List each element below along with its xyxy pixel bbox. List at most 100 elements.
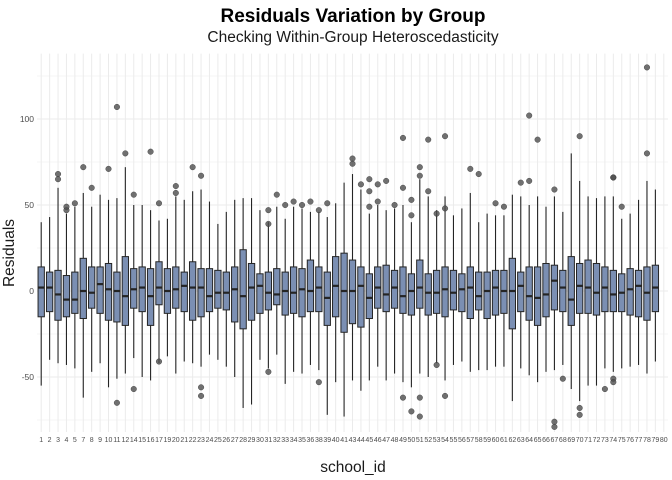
box	[289, 266, 298, 314]
outlier-point	[155, 358, 162, 365]
box-group	[508, 194, 517, 402]
x-tick-label: 38	[315, 437, 323, 444]
x-tick-label: 46	[374, 437, 382, 444]
outlier-point	[198, 172, 205, 179]
x-tick-label: 60	[492, 437, 500, 444]
box-group	[584, 196, 592, 386]
x-tick-label: 30	[256, 437, 264, 444]
outlier-point	[399, 184, 406, 191]
y-axis-title: Residuals	[1, 219, 18, 287]
outlier-point	[349, 155, 356, 162]
outlier-point	[559, 375, 566, 382]
x-tick-label: 66	[542, 437, 550, 444]
outlier-point	[265, 368, 272, 375]
outlier-point	[442, 392, 449, 399]
box	[222, 271, 230, 311]
box-group	[634, 199, 643, 365]
x-tick-label: 80	[660, 437, 668, 444]
outlier-point	[265, 207, 272, 214]
x-tick-label: 31	[264, 437, 272, 444]
box-group	[188, 164, 197, 364]
outlier-point	[374, 181, 381, 188]
box	[306, 259, 315, 313]
box-group	[592, 198, 601, 386]
outlier-point	[399, 134, 406, 141]
box-group	[643, 64, 651, 374]
box-group	[365, 176, 373, 381]
box	[96, 266, 104, 314]
box-group	[180, 199, 188, 362]
x-tick-label: 72	[593, 437, 601, 444]
box	[416, 259, 424, 309]
x-tick-label: 24	[206, 437, 214, 444]
x-tick-label: 51	[416, 437, 424, 444]
box	[188, 261, 197, 321]
x-tick-labels: 1 2 3 4 5 7 8 9 10 11 12 14 15 16 17 19 20 21 22 23 24 25 26 27…	[39, 437, 668, 444]
x-tick-label: 52	[424, 437, 432, 444]
box-group	[609, 174, 617, 386]
x-tick-label: 25	[214, 437, 222, 444]
x-axis-title: school_id	[320, 459, 386, 476]
x-tick-label: 10	[105, 437, 113, 444]
x-tick-label: 27	[231, 437, 239, 444]
box-group	[231, 199, 239, 377]
x-tick-label: 20	[172, 437, 180, 444]
box	[609, 269, 617, 313]
outlier-point	[366, 176, 373, 183]
outlier-point	[433, 210, 440, 217]
outlier-point	[374, 198, 381, 205]
x-tick-label: 48	[391, 437, 399, 444]
chart-subtitle: Checking Within-Group Heteroscedasticity	[207, 29, 498, 46]
x-tick-label: 62	[508, 437, 516, 444]
box-group	[121, 150, 129, 374]
box-group	[138, 205, 146, 377]
x-tick-label: 67	[551, 437, 559, 444]
box	[466, 266, 474, 320]
outlier-point	[122, 150, 129, 157]
box	[508, 257, 517, 330]
box-group	[399, 134, 407, 401]
box-group	[256, 210, 264, 360]
box-group	[155, 200, 163, 365]
box-group	[416, 164, 424, 420]
box	[197, 268, 205, 318]
box	[298, 268, 306, 318]
outlier-point	[391, 201, 398, 208]
outlier-point	[80, 164, 87, 171]
outlier-point	[551, 418, 558, 425]
box	[441, 266, 449, 318]
outlier-point	[399, 394, 406, 401]
box	[550, 264, 559, 311]
box	[365, 273, 373, 320]
outlier-point	[172, 183, 179, 190]
outlier-point	[55, 171, 62, 178]
x-tick-label: 78	[643, 437, 651, 444]
outlier-point	[357, 181, 364, 188]
y-tick-labels: -50 0 50 100	[20, 114, 34, 382]
x-tick-label: 69	[567, 437, 575, 444]
box-group	[264, 207, 273, 375]
x-tick-label: 50	[407, 437, 415, 444]
box	[475, 271, 483, 311]
outlier-point	[147, 148, 154, 155]
box-group	[172, 183, 180, 374]
box	[458, 273, 466, 313]
box-group	[475, 171, 483, 371]
x-tick-label: 58	[475, 437, 483, 444]
x-tick-label: 54	[441, 437, 449, 444]
box	[533, 266, 542, 326]
box-group	[542, 206, 550, 372]
box-group	[197, 172, 205, 399]
box	[491, 269, 500, 316]
outlier-point	[433, 361, 440, 368]
box	[601, 266, 609, 313]
outlier-point	[290, 198, 297, 205]
box-group	[298, 201, 306, 374]
box	[239, 249, 247, 330]
outlier-point	[273, 191, 280, 198]
box	[121, 256, 129, 326]
box-group	[533, 136, 542, 383]
x-tick-label: 47	[382, 437, 390, 444]
box	[45, 271, 54, 313]
box-group	[289, 198, 298, 372]
